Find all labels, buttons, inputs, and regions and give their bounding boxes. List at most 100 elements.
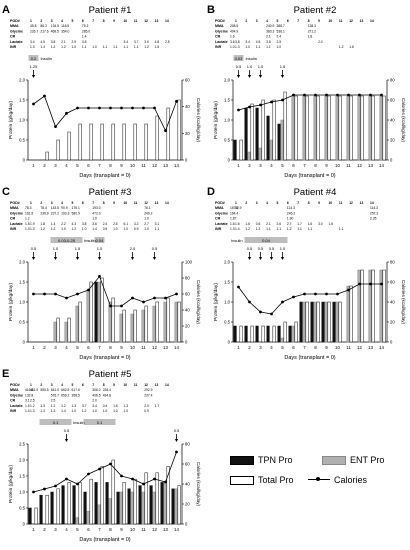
dose-annotation: 0.5 <box>31 246 37 251</box>
lab-header-cell: 14 <box>165 19 169 23</box>
bar-ent <box>247 151 251 161</box>
bar-ent <box>119 491 123 525</box>
lab-cell: 240.9 <box>266 24 274 28</box>
bar-total <box>166 466 170 525</box>
lab-cell: 1.6 <box>328 222 333 226</box>
lab-cell: 1.0 <box>277 45 282 49</box>
lab-cell: 1.3 <box>40 404 45 408</box>
lab-cell: 138.3 <box>308 24 316 28</box>
bar-total <box>100 277 104 343</box>
insulin-bar-2 <box>83 419 116 425</box>
dose-arrow-head <box>130 257 135 260</box>
lab-cell: 469.5 <box>51 29 59 33</box>
chart-title: Patient #2 <box>294 5 337 16</box>
lab-cell: 1.2 <box>287 227 292 231</box>
lab-header-cell: 9 <box>113 383 115 387</box>
lab-cell: 1.3 <box>25 227 30 231</box>
bar-tpn <box>127 488 131 525</box>
bar-total <box>283 91 287 161</box>
lab-cell: 1.1 <box>266 227 271 231</box>
bar-total <box>283 321 287 343</box>
lab-row-label: Glycine <box>215 29 228 33</box>
lab-cell: 1.0 <box>245 45 250 49</box>
bar-total <box>305 95 309 161</box>
calories-line <box>33 451 177 493</box>
calories-point <box>153 477 156 481</box>
bar-ent <box>130 313 134 343</box>
lab-cell: 1.1 <box>297 227 302 231</box>
lab-header-cell: 1 <box>30 201 32 205</box>
lab-cell: 1.7 <box>297 222 302 226</box>
x-tick-label: 14 <box>379 345 384 350</box>
lab-cell: 617.6 <box>72 388 80 392</box>
lab-cell: 2.6 <box>277 222 282 226</box>
lab-header-cell: 14 <box>370 19 374 23</box>
x-tick-label: 9 <box>120 527 123 532</box>
bar-total <box>111 459 115 525</box>
bar-tpn <box>288 325 292 343</box>
x-tick-label: 13 <box>163 527 168 532</box>
lab-header-cell: 6 <box>82 19 84 23</box>
x-tick-label: 10 <box>130 345 135 350</box>
bar-tpn <box>105 482 109 525</box>
bar-tpn <box>299 301 303 343</box>
calories-point <box>292 93 295 97</box>
y2-tick-label: 20 <box>185 324 190 329</box>
lab-cell: 167.5 <box>230 206 238 210</box>
lab-header-cell: 10 <box>123 383 127 387</box>
lab-header-cell: 8 <box>308 19 310 23</box>
lab-cell: 2.2 <box>61 222 66 226</box>
calories-point <box>292 295 295 299</box>
lab-cell: 134.5 <box>51 24 59 28</box>
bar-tpn <box>321 301 325 343</box>
bar-ent <box>108 498 112 525</box>
calories-point <box>131 296 134 300</box>
legend-label-total: Total Pro <box>258 475 294 485</box>
lab-cell: 3.7 <box>134 40 139 44</box>
lab-row-label: POD# <box>10 201 20 205</box>
lab-header-cell: 8 <box>103 383 105 387</box>
lab-cell: 1.0 <box>123 227 128 231</box>
lab-header-cell: 13 <box>360 19 364 23</box>
bar-ent <box>335 95 339 161</box>
bar-total <box>272 99 276 161</box>
lab-row-label: MMA <box>215 206 224 210</box>
lab-cell: 1.0 <box>72 409 77 413</box>
bar-ent <box>346 95 350 161</box>
y-tick-label: 1.0 <box>19 118 25 123</box>
bar-total <box>338 95 342 161</box>
lab-cell: 1.1 <box>123 45 128 49</box>
y2-tick-label: 40 <box>390 118 395 123</box>
dose-annotation: 1.0 <box>258 64 264 69</box>
bar-ent <box>163 301 167 343</box>
bar-total <box>89 478 93 525</box>
bar-tpn <box>244 325 248 343</box>
lab-cell: 246.2 <box>287 211 295 215</box>
lab-cell: 132.8 <box>25 393 33 397</box>
x-tick-label: 14 <box>379 163 384 168</box>
lab-row-label: Lactate <box>10 222 23 226</box>
y-tick-label: 0.5 <box>224 138 230 143</box>
lab-cell: 1.2 <box>144 45 149 49</box>
lab-cell: 1.1 <box>308 227 313 231</box>
y-tick-label: 0.5 <box>224 320 230 325</box>
lab-header-cell: 2 <box>40 201 42 205</box>
lab-cell: 1.0 <box>144 217 149 221</box>
y-tick-label: 2.0 <box>19 78 25 83</box>
insulin-label: Insulin <box>245 56 257 61</box>
bar-tpn <box>255 325 259 343</box>
lab-cell: 1.2 <box>51 227 56 231</box>
x-tick-label: 11 <box>141 345 146 350</box>
calories-point <box>314 292 317 296</box>
bar-total <box>144 472 148 525</box>
lab-cell: 1.5 <box>155 45 160 49</box>
bar-tpn <box>149 485 153 525</box>
chart-title: Patient #3 <box>89 187 132 198</box>
lab-cell: 4.5 <box>256 40 261 44</box>
legend-swatch-tpn <box>230 455 254 465</box>
bar-ent <box>174 488 178 525</box>
